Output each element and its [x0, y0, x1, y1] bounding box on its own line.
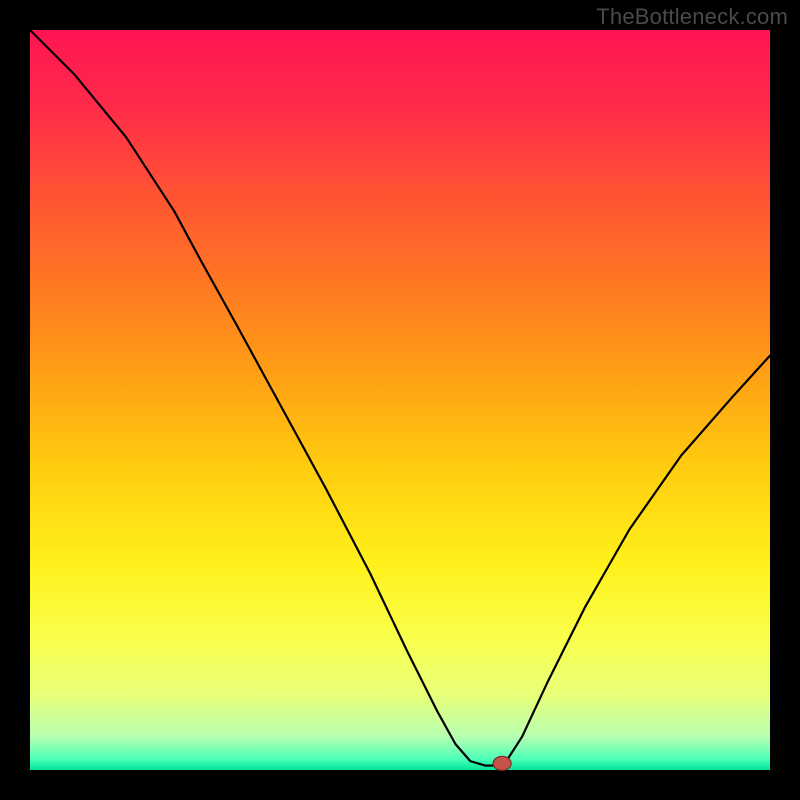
minimum-marker	[493, 756, 511, 770]
watermark-text: TheBottleneck.com	[596, 4, 788, 30]
plot-background	[30, 30, 770, 770]
bottleneck-chart	[0, 0, 800, 800]
chart-frame: TheBottleneck.com	[0, 0, 800, 800]
